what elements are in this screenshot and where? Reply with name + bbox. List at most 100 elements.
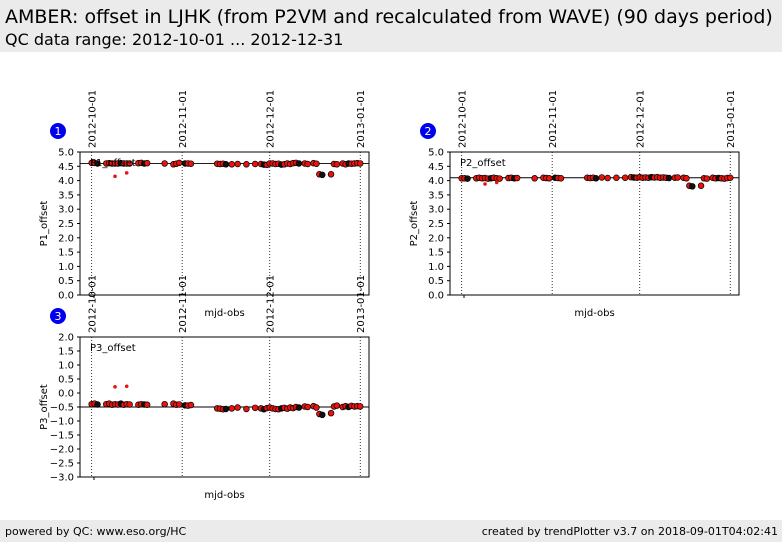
x-tick-label: 2012-11-01 xyxy=(178,275,189,333)
data-point xyxy=(356,160,364,167)
data-point xyxy=(295,404,303,411)
data-point xyxy=(228,161,236,168)
data-point xyxy=(531,175,538,182)
y-tick-label: 2.5 xyxy=(58,219,74,230)
y-tick-label: 0.5 xyxy=(428,276,444,287)
series-label: P1_offset xyxy=(90,158,136,169)
y-tick-label: 3.5 xyxy=(58,190,74,201)
y-tick-label: 0.0 xyxy=(58,389,74,400)
data-point xyxy=(94,160,101,167)
y-tick-label: 2.0 xyxy=(58,333,74,344)
data-point xyxy=(251,160,259,168)
x-tick-label: 2013-01-01 xyxy=(356,90,367,148)
data-point-small xyxy=(494,180,499,185)
y-tick-label: 0.5 xyxy=(58,276,74,287)
data-point xyxy=(126,401,133,408)
data-point xyxy=(187,160,195,167)
data-point xyxy=(356,403,364,410)
data-point xyxy=(703,175,711,182)
x-tick-label: 2012-12-01 xyxy=(636,90,647,148)
y-tick-label: 1.5 xyxy=(428,248,444,259)
data-point xyxy=(313,404,320,411)
panel-number: 1 xyxy=(55,125,62,138)
data-point xyxy=(234,160,241,168)
y-tick-label: −1.0 xyxy=(50,417,74,428)
data-point xyxy=(697,182,705,189)
data-point xyxy=(126,160,133,167)
page-footer: powered by QC: www.eso.org/HC created by… xyxy=(0,520,782,542)
plot-area xyxy=(449,151,740,296)
data-point xyxy=(243,161,250,168)
page-title: AMBER: offset in LJHK (from P2VM and rec… xyxy=(5,6,773,28)
data-point xyxy=(726,174,734,181)
data-point-small xyxy=(124,171,129,175)
y-tick-label: −3.0 xyxy=(50,473,74,484)
y-tick-label: 1.0 xyxy=(58,262,74,273)
y-tick-label: 1.5 xyxy=(58,248,74,259)
data-point xyxy=(176,159,183,167)
y-tick-label: −0.5 xyxy=(50,403,74,414)
y-tick-label: 1.0 xyxy=(58,361,74,372)
panel-number: 2 xyxy=(425,125,432,138)
y-tick-label: 4.5 xyxy=(58,162,74,173)
x-tick-label: 2012-11-01 xyxy=(548,90,559,148)
data-point xyxy=(313,160,320,167)
y-tick-label: 5.0 xyxy=(428,148,444,159)
data-point xyxy=(665,174,673,182)
y-tick-label: −2.5 xyxy=(50,459,74,470)
panel-number-badge xyxy=(420,123,436,139)
data-point xyxy=(557,175,565,182)
data-point xyxy=(674,174,681,181)
data-point xyxy=(94,401,101,408)
data-point xyxy=(295,160,303,167)
data-point xyxy=(689,183,696,190)
data-point xyxy=(496,175,503,182)
page-header: AMBER: offset in LJHK (from P2VM and rec… xyxy=(0,0,782,52)
data-point xyxy=(546,175,553,182)
y-tick-label: 3.5 xyxy=(428,190,444,201)
data-point xyxy=(333,161,341,168)
data-point xyxy=(161,160,168,167)
data-point xyxy=(187,401,195,409)
y-axis-label: P1_offset xyxy=(39,201,50,247)
data-point xyxy=(143,159,151,167)
data-point xyxy=(464,175,471,182)
data-point xyxy=(613,174,620,181)
x-tick-label: 2012-11-01 xyxy=(178,90,189,148)
data-point xyxy=(319,411,326,419)
page-subtitle: QC data range: 2012-10-01 ... 2012-12-31 xyxy=(5,30,344,49)
plot-area xyxy=(79,151,370,296)
y-tick-label: 5.0 xyxy=(58,148,74,159)
panel-number-badge xyxy=(50,123,66,139)
y-tick-label: 1.0 xyxy=(428,262,444,273)
data-point xyxy=(222,161,230,168)
data-point xyxy=(228,405,236,412)
footer-created-by: created by trendPlotter v3.7 on 2018-09-… xyxy=(481,525,778,538)
x-axis-label: mjd-obs xyxy=(204,490,244,501)
y-tick-label: 0.0 xyxy=(428,291,444,302)
data-point xyxy=(243,405,250,413)
y-tick-label: 3.0 xyxy=(58,205,74,216)
data-point xyxy=(222,405,230,413)
y-tick-label: 4.0 xyxy=(428,176,444,187)
series-label: P2_offset xyxy=(460,158,506,169)
y-tick-label: 0.0 xyxy=(58,291,74,302)
y-tick-label: 3.0 xyxy=(428,205,444,216)
series-label: P3_offset xyxy=(90,343,136,354)
data-point-small xyxy=(124,384,129,389)
y-tick-label: −1.5 xyxy=(50,431,74,442)
data-point xyxy=(592,175,600,182)
x-tick-label: 2013-01-01 xyxy=(356,275,367,333)
data-point xyxy=(234,404,241,411)
y-tick-label: −2.0 xyxy=(50,445,74,456)
data-point-small xyxy=(113,385,117,389)
x-axis-label: mjd-obs xyxy=(204,308,244,319)
data-point-small xyxy=(483,182,487,186)
data-point xyxy=(251,404,259,412)
y-tick-label: 1.5 xyxy=(58,347,74,358)
y-axis-label: P3_offset xyxy=(39,384,50,430)
data-point xyxy=(143,401,151,409)
x-axis-label: mjd-obs xyxy=(574,308,614,319)
data-point xyxy=(304,160,311,168)
